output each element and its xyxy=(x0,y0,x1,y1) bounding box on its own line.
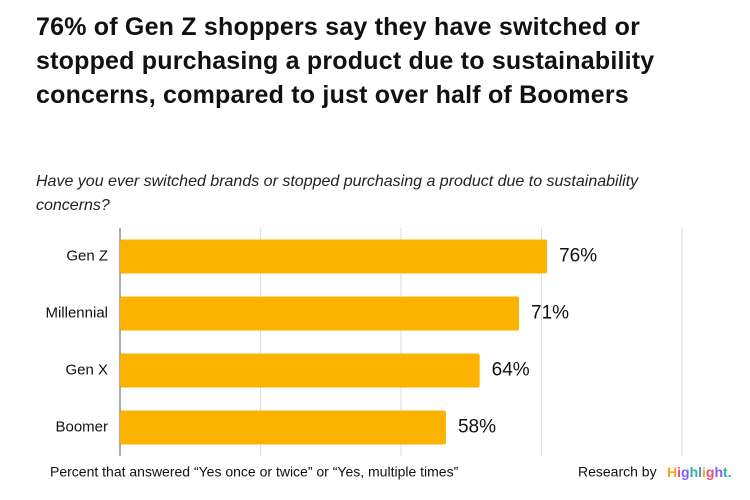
chart-subtitle: Have you ever switched brands or stopped… xyxy=(36,173,639,214)
value-label: 76% xyxy=(559,246,597,267)
bar xyxy=(120,410,446,445)
brand: Highlight. xyxy=(667,464,732,480)
y-tick-label: Gen Z xyxy=(66,247,108,264)
value-label: 64% xyxy=(492,360,530,381)
bar xyxy=(120,296,520,331)
bar xyxy=(120,353,480,388)
value-label: 71% xyxy=(531,303,569,324)
y-tick-label: Gen X xyxy=(65,361,108,378)
y-tick-label: Boomer xyxy=(55,418,108,435)
bar xyxy=(120,239,548,274)
footnote: Percent that answered “Yes once or twice… xyxy=(50,464,459,480)
source: Research by xyxy=(578,464,657,480)
value-label: 58% xyxy=(458,417,496,438)
chart-title: 76% of Gen Z shoppers say they have swit… xyxy=(36,13,655,109)
y-tick-label: Millennial xyxy=(45,304,108,321)
